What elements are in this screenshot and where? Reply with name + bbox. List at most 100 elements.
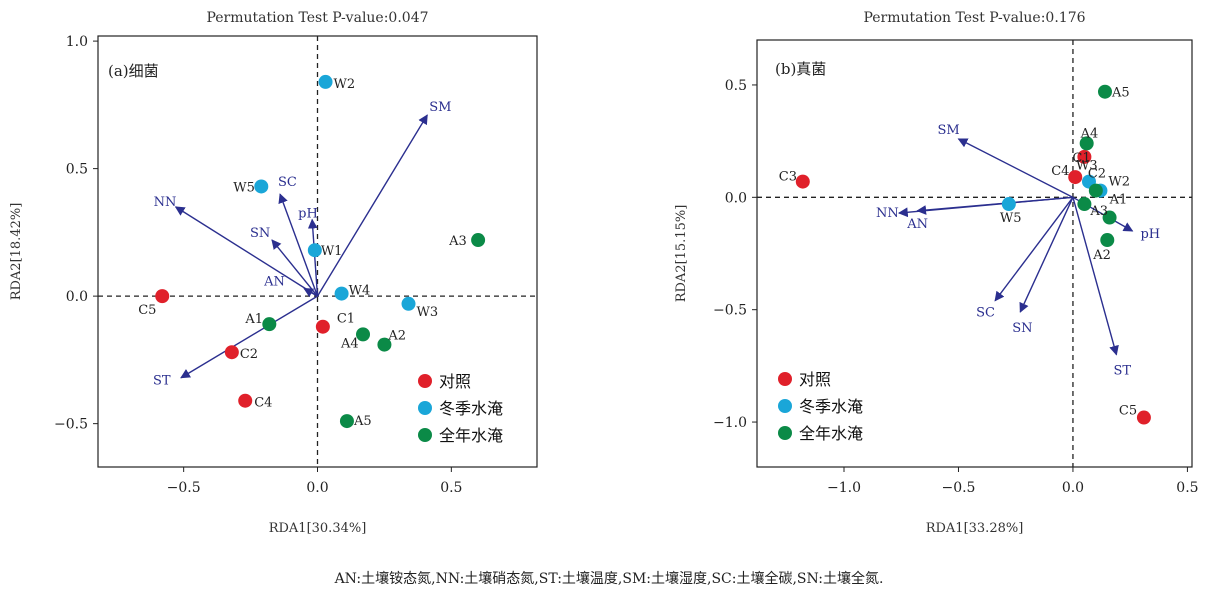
vector-label-an: AN bbox=[263, 274, 285, 289]
point-label-a3: A3 bbox=[1089, 204, 1108, 219]
vector-label-sm: SM bbox=[937, 123, 959, 138]
chart-title: Permutation Test P-value:0.176 bbox=[863, 10, 1085, 26]
point-label-a5: A5 bbox=[1111, 86, 1130, 101]
point-label-a2: A2 bbox=[387, 329, 406, 344]
point-c2 bbox=[1088, 183, 1103, 198]
chart-panel-b: −1.0 −0.5 0.0 0.5 −1.0 −0.5 0.0 0.5 Permutation … bbox=[674, 10, 1199, 536]
point-a5 bbox=[339, 414, 354, 429]
point-a4 bbox=[356, 327, 371, 342]
vector-label-nn: NN bbox=[876, 206, 899, 221]
x-tick-label: −0.5 bbox=[941, 480, 975, 496]
point-c4 bbox=[238, 393, 253, 408]
point-w4 bbox=[334, 286, 349, 301]
point-label-c5: C5 bbox=[1119, 404, 1137, 419]
point-label-w4: W4 bbox=[349, 284, 371, 299]
legend-label: 对照 bbox=[799, 370, 831, 389]
legend-label: 全年水淹 bbox=[439, 426, 503, 445]
point-a5 bbox=[1098, 84, 1112, 99]
point-label-w2: W2 bbox=[334, 77, 356, 92]
point-label-a4: A4 bbox=[340, 336, 359, 351]
plot-frame bbox=[756, 39, 1193, 468]
panel-label: (a)细菌 bbox=[108, 62, 159, 80]
y-axis-label: RDA2[18.42%] bbox=[9, 203, 24, 301]
point-c1 bbox=[315, 319, 330, 334]
point-c4 bbox=[1068, 170, 1083, 185]
chart-title: Permutation Test P-value:0.047 bbox=[206, 10, 428, 26]
vector-nn bbox=[174, 206, 318, 297]
vector-ph bbox=[307, 218, 319, 297]
rda-figure: −0.5 0.0 0.5 −0.5 0.0 0.5 1.0 Permutation Test … bbox=[9, 10, 1199, 536]
vector-label-an: AN bbox=[906, 217, 928, 232]
vector-st bbox=[1072, 197, 1119, 356]
vector-sn bbox=[1019, 197, 1074, 313]
vector-label-sc: SC bbox=[278, 175, 297, 190]
legend-label: 冬季水淹 bbox=[439, 399, 503, 418]
abbreviation-footnote: AN:土壤铵态氮,NN:土壤硝态氮,ST:土壤温度,SM:土壤湿度,SC:土壤全… bbox=[334, 571, 884, 587]
point-label-c4: C4 bbox=[254, 396, 272, 411]
point-a1 bbox=[1102, 210, 1117, 225]
point-c5 bbox=[1136, 410, 1151, 425]
point-label-c4: C4 bbox=[1051, 164, 1069, 179]
vector-an bbox=[916, 196, 1074, 215]
point-label-a2: A2 bbox=[1092, 248, 1111, 263]
vector-sc bbox=[994, 196, 1074, 302]
y-tick-label: 0.5 bbox=[725, 78, 747, 94]
x-tick-label: −0.5 bbox=[167, 480, 201, 496]
point-label-a1: A1 bbox=[244, 312, 263, 327]
y-tick-label: 1.0 bbox=[66, 34, 88, 50]
y-tick-label: 0.5 bbox=[66, 162, 88, 178]
vector-sn bbox=[271, 239, 319, 297]
legend-marker bbox=[778, 372, 792, 386]
vector-label-st: ST bbox=[153, 374, 171, 389]
panel-label: (b)真菌 bbox=[775, 60, 826, 78]
y-tick-label: −0.5 bbox=[54, 417, 88, 433]
vector-label-sn: SN bbox=[250, 226, 270, 241]
x-tick-label: −1.0 bbox=[827, 480, 861, 496]
point-c5 bbox=[155, 289, 170, 304]
vector-sm bbox=[316, 114, 428, 297]
y-tick-label: 0.0 bbox=[725, 190, 747, 206]
point-label-w1: W1 bbox=[321, 244, 343, 259]
x-tick-label: 0.0 bbox=[306, 480, 328, 496]
y-tick-label: −1.0 bbox=[713, 415, 747, 431]
point-w5 bbox=[1001, 197, 1016, 212]
point-label-a1: A1 bbox=[1109, 193, 1128, 208]
point-label-w5: W5 bbox=[1000, 211, 1022, 226]
point-label-c2: C2 bbox=[240, 347, 258, 362]
vector-label-sm: SM bbox=[429, 100, 451, 115]
legend-label: 冬季水淹 bbox=[799, 397, 863, 416]
point-label-a5: A5 bbox=[353, 414, 372, 429]
legend-marker bbox=[418, 428, 432, 442]
point-w5 bbox=[254, 179, 269, 194]
point-label-w3: W3 bbox=[417, 305, 439, 320]
legend-label: 对照 bbox=[439, 372, 471, 391]
point-a3 bbox=[1077, 197, 1092, 212]
point-a2 bbox=[377, 337, 392, 352]
point-a1 bbox=[262, 317, 277, 332]
point-label-a4: A4 bbox=[1080, 126, 1099, 141]
point-w1 bbox=[307, 243, 322, 258]
point-label-w3: W3 bbox=[1076, 159, 1098, 174]
legend-marker bbox=[778, 399, 792, 413]
vector-label-sn: SN bbox=[1012, 321, 1032, 336]
point-label-c1: C1 bbox=[337, 312, 355, 327]
x-tick-label: 0.5 bbox=[440, 480, 462, 496]
point-w3 bbox=[401, 296, 416, 311]
vector-label-ph: pH bbox=[298, 207, 318, 222]
legend-label: 全年水淹 bbox=[799, 424, 863, 443]
vector-an bbox=[303, 287, 318, 298]
point-label-a3: A3 bbox=[448, 234, 467, 249]
point-c2 bbox=[224, 345, 239, 360]
vector-label-nn: NN bbox=[154, 195, 177, 210]
vector-sm bbox=[957, 138, 1074, 198]
chart-panel-a: −0.5 0.0 0.5 −0.5 0.0 0.5 1.0 Permutation Test … bbox=[9, 10, 538, 536]
y-tick-label: 0.0 bbox=[66, 289, 88, 305]
point-w2 bbox=[318, 74, 333, 89]
y-tick-label: −0.5 bbox=[713, 303, 747, 319]
point-label-c5: C5 bbox=[138, 303, 156, 318]
legend-marker bbox=[418, 374, 432, 388]
legend-marker bbox=[418, 401, 432, 415]
point-label-c1: C1 bbox=[1072, 151, 1090, 166]
